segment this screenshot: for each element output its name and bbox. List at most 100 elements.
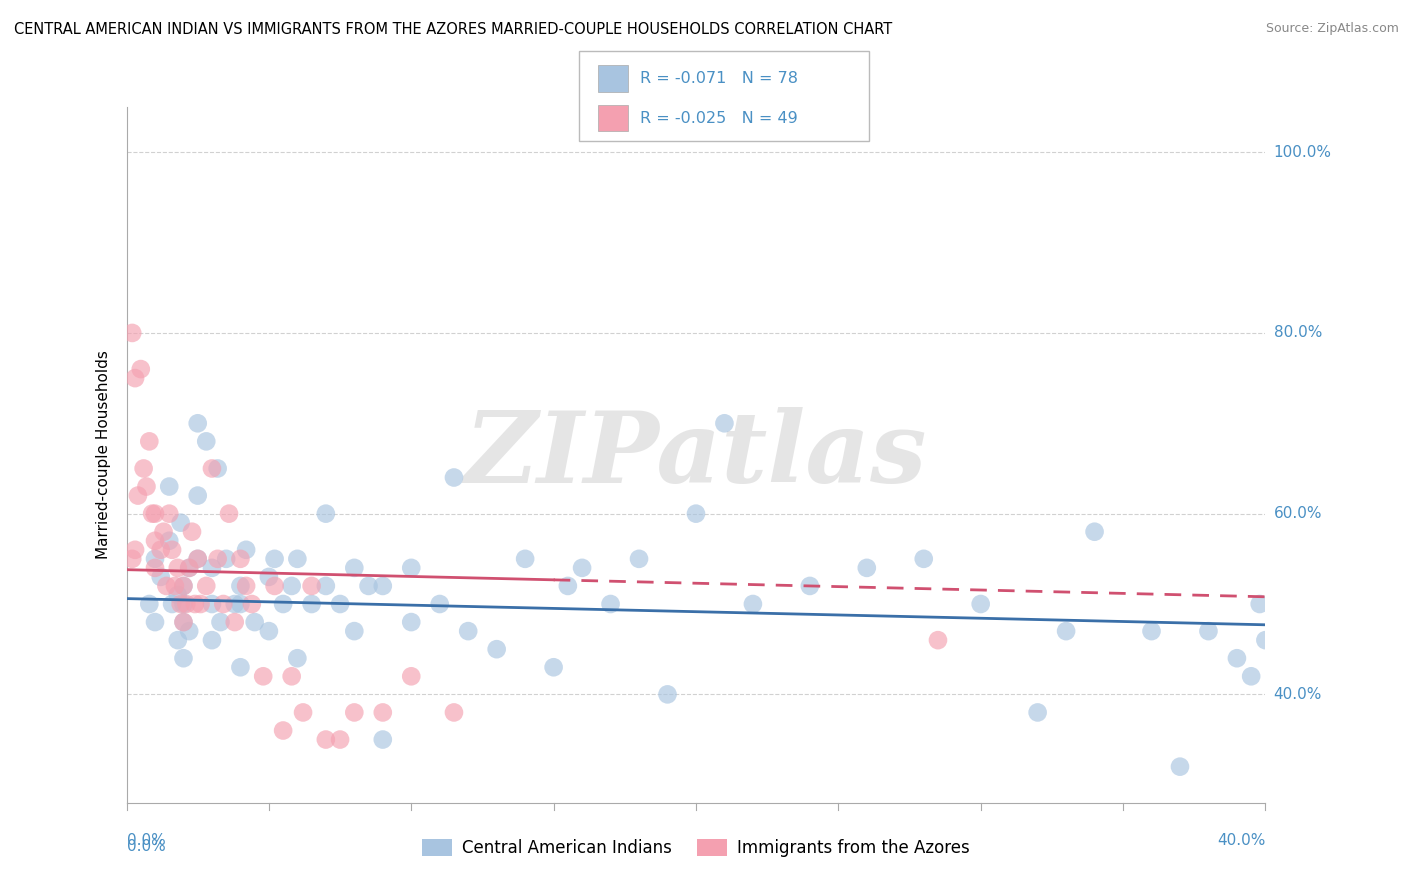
Text: Source: ZipAtlas.com: Source: ZipAtlas.com <box>1265 22 1399 36</box>
Point <box>240 597 263 611</box>
Point <box>169 597 191 611</box>
Point <box>138 597 160 611</box>
Point <box>209 615 232 629</box>
Point <box>357 579 380 593</box>
Point <box>201 597 224 611</box>
Point <box>329 732 352 747</box>
Point <box>1054 624 1077 639</box>
Point <box>172 579 194 593</box>
Point <box>515 551 537 566</box>
Point <box>172 615 194 629</box>
Point <box>157 479 180 493</box>
Point <box>927 633 949 648</box>
Point <box>315 507 337 521</box>
Point <box>243 615 266 629</box>
Point <box>457 624 479 639</box>
Point <box>1249 597 1271 611</box>
Point <box>401 561 423 575</box>
Point <box>127 489 149 503</box>
Point <box>155 579 177 593</box>
Point <box>190 597 212 611</box>
Point <box>1226 651 1249 665</box>
Point <box>401 669 423 683</box>
Point <box>207 461 229 475</box>
Point <box>571 561 593 575</box>
Point <box>401 615 423 629</box>
Point <box>371 706 394 720</box>
Point <box>172 651 194 665</box>
Point <box>371 579 394 593</box>
Point <box>343 706 366 720</box>
Point <box>229 551 252 566</box>
Point <box>143 507 166 521</box>
Point <box>129 362 152 376</box>
Point <box>218 507 240 521</box>
Point <box>187 551 209 566</box>
Point <box>143 561 166 575</box>
Point <box>229 660 252 674</box>
Point <box>443 706 465 720</box>
Text: ZIPatlas: ZIPatlas <box>465 407 927 503</box>
Point <box>1084 524 1107 539</box>
Text: R = -0.071   N = 78: R = -0.071 N = 78 <box>640 70 797 86</box>
Point <box>271 597 294 611</box>
Point <box>287 651 309 665</box>
Point <box>235 542 257 557</box>
Point <box>179 561 201 575</box>
Text: 60.0%: 60.0% <box>1274 506 1322 521</box>
Point <box>201 461 224 475</box>
Point <box>229 597 252 611</box>
Point <box>157 507 180 521</box>
Point <box>179 624 201 639</box>
Point <box>1026 706 1049 720</box>
Point <box>599 597 621 611</box>
Point <box>181 524 204 539</box>
Text: R = -0.025   N = 49: R = -0.025 N = 49 <box>640 111 797 126</box>
Point <box>160 597 183 611</box>
Point <box>215 551 238 566</box>
Legend: Central American Indians, Immigrants from the Azores: Central American Indians, Immigrants fro… <box>416 832 976 864</box>
Point <box>301 597 323 611</box>
Point <box>176 597 198 611</box>
Point <box>212 597 235 611</box>
Point <box>263 579 285 593</box>
Point <box>263 551 285 566</box>
Point <box>124 371 146 385</box>
Point <box>301 579 323 593</box>
Point <box>157 533 180 548</box>
Point <box>132 461 155 475</box>
Point <box>160 542 183 557</box>
Point <box>371 732 394 747</box>
Point <box>187 417 209 431</box>
Point <box>166 588 188 602</box>
Text: 0.0%: 0.0% <box>127 839 166 854</box>
Point <box>166 561 188 575</box>
Y-axis label: Married-couple Households: Married-couple Households <box>96 351 111 559</box>
Point <box>201 561 224 575</box>
Point <box>543 660 565 674</box>
Point <box>257 624 280 639</box>
Point <box>143 615 166 629</box>
Point <box>713 417 735 431</box>
Point <box>172 597 194 611</box>
Point <box>172 615 194 629</box>
Point <box>201 633 224 648</box>
Point <box>143 551 166 566</box>
Point <box>628 551 651 566</box>
Point <box>343 561 366 575</box>
Point <box>179 561 201 575</box>
Text: 80.0%: 80.0% <box>1274 326 1322 341</box>
Point <box>152 524 174 539</box>
Point <box>292 706 315 720</box>
Point <box>315 579 337 593</box>
Point <box>235 579 257 593</box>
Point <box>271 723 294 738</box>
Point <box>149 570 172 584</box>
Point <box>557 579 579 593</box>
Point <box>138 434 160 449</box>
Point <box>343 624 366 639</box>
Point <box>187 489 209 503</box>
Point <box>135 479 157 493</box>
Point <box>657 687 679 701</box>
Point <box>1198 624 1220 639</box>
